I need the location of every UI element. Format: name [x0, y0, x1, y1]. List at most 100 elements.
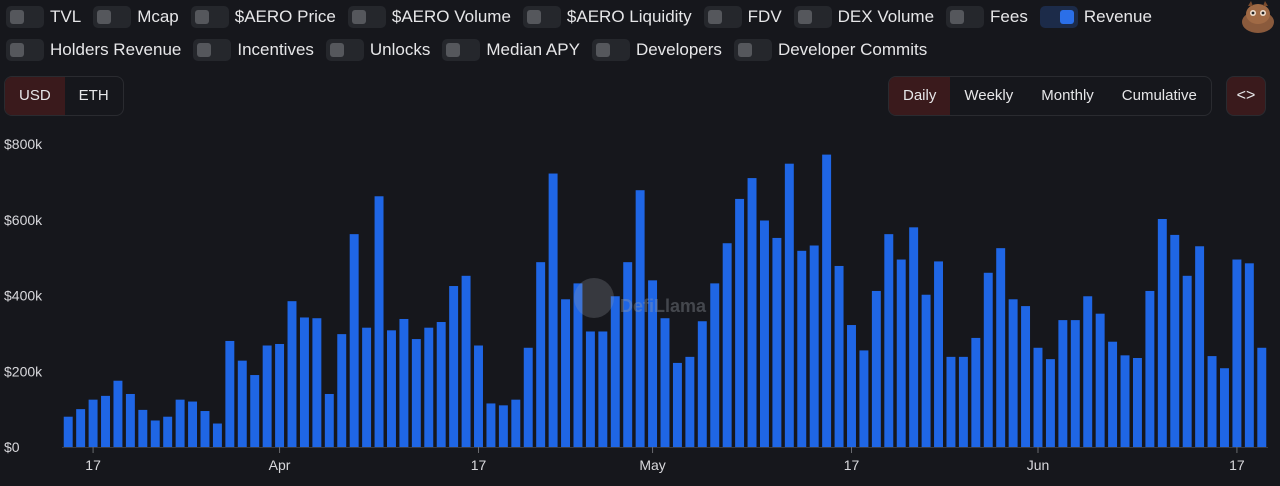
- revenue-bar[interactable]: [610, 296, 620, 447]
- revenue-bar[interactable]: [1132, 357, 1142, 447]
- revenue-bar[interactable]: [722, 243, 732, 447]
- revenue-bar[interactable]: [262, 345, 272, 448]
- revenue-bar[interactable]: [1058, 320, 1068, 447]
- revenue-bar[interactable]: [188, 401, 198, 447]
- revenue-bar[interactable]: [461, 275, 471, 447]
- currency-option-eth[interactable]: ETH: [78, 87, 109, 104]
- revenue-bar[interactable]: [511, 399, 521, 447]
- revenue-bar[interactable]: [561, 299, 571, 447]
- revenue-bar[interactable]: [436, 322, 446, 447]
- revenue-bar[interactable]: [536, 262, 546, 447]
- toggle-switch[interactable]: [193, 39, 232, 61]
- toggle-switch[interactable]: [325, 39, 364, 61]
- toggle-aero-price[interactable]: $AERO Price: [190, 6, 336, 28]
- toggle-developers[interactable]: Developers: [591, 39, 722, 61]
- revenue-bar[interactable]: [660, 318, 670, 447]
- toggle-switch[interactable]: [1039, 6, 1078, 28]
- toggle-incentives[interactable]: Incentives: [193, 39, 314, 61]
- period-option-weekly[interactable]: Weekly: [964, 87, 1014, 104]
- currency-option-usd[interactable]: USD: [5, 77, 65, 115]
- toggle-aero-volume[interactable]: $AERO Volume: [347, 6, 511, 28]
- revenue-bar[interactable]: [449, 286, 459, 447]
- revenue-bar[interactable]: [101, 395, 110, 447]
- toggle-median-apy[interactable]: Median APY: [442, 39, 580, 61]
- revenue-bar[interactable]: [1021, 306, 1031, 447]
- embed-button[interactable]: <>: [1226, 76, 1266, 116]
- revenue-bar[interactable]: [797, 250, 807, 447]
- revenue-bar[interactable]: [76, 409, 86, 448]
- revenue-bar[interactable]: [299, 317, 309, 447]
- revenue-bar[interactable]: [1033, 347, 1043, 447]
- revenue-bar[interactable]: [996, 248, 1006, 447]
- revenue-bar[interactable]: [1008, 299, 1018, 447]
- toggle-switch[interactable]: [703, 6, 742, 28]
- revenue-bar[interactable]: [735, 198, 745, 447]
- toggle-switch[interactable]: [522, 6, 561, 28]
- period-option-monthly[interactable]: Monthly: [1041, 87, 1094, 104]
- revenue-bar[interactable]: [983, 272, 993, 447]
- revenue-bar[interactable]: [809, 245, 819, 448]
- revenue-bar[interactable]: [847, 325, 856, 447]
- toggle-developer-commits[interactable]: Developer Commits: [733, 39, 927, 61]
- revenue-bar[interactable]: [1045, 359, 1055, 447]
- toggle-revenue[interactable]: Revenue: [1039, 6, 1152, 28]
- revenue-bar[interactable]: [934, 261, 943, 447]
- revenue-bar[interactable]: [958, 356, 968, 447]
- revenue-bar[interactable]: [548, 173, 558, 447]
- revenue-bar[interactable]: [411, 339, 421, 447]
- toggle-switch[interactable]: [733, 39, 772, 61]
- revenue-bar[interactable]: [374, 196, 384, 447]
- revenue-bar[interactable]: [710, 283, 720, 447]
- revenue-bar[interactable]: [498, 405, 508, 447]
- toggle-switch[interactable]: [93, 6, 132, 28]
- revenue-bar[interactable]: [237, 360, 247, 447]
- revenue-bar[interactable]: [324, 393, 334, 447]
- revenue-bar[interactable]: [759, 220, 769, 447]
- revenue-bar[interactable]: [275, 343, 285, 447]
- revenue-bar[interactable]: [834, 265, 844, 447]
- toggle-unlocks[interactable]: Unlocks: [325, 39, 430, 61]
- revenue-bar[interactable]: [635, 190, 645, 447]
- revenue-bar[interactable]: [946, 356, 956, 447]
- defillama-logo[interactable]: [1240, 0, 1276, 34]
- revenue-bar[interactable]: [523, 347, 533, 447]
- revenue-bar[interactable]: [896, 259, 906, 447]
- revenue-bar[interactable]: [125, 393, 135, 447]
- revenue-bar[interactable]: [672, 362, 682, 447]
- revenue-bar[interactable]: [648, 280, 658, 447]
- revenue-bar[interactable]: [1257, 347, 1267, 447]
- revenue-bar[interactable]: [822, 154, 832, 448]
- toggle-fdv[interactable]: FDV: [703, 6, 782, 28]
- revenue-bar[interactable]: [598, 331, 608, 447]
- revenue-bar[interactable]: [772, 237, 782, 447]
- toggle-switch[interactable]: [442, 39, 481, 61]
- toggle-switch[interactable]: [793, 6, 832, 28]
- toggle-mcap[interactable]: Mcap: [93, 6, 179, 28]
- revenue-bar[interactable]: [163, 416, 173, 447]
- revenue-bar[interactable]: [287, 301, 297, 447]
- toggle-switch[interactable]: [347, 6, 386, 28]
- toggle-fees[interactable]: Fees: [946, 6, 1028, 28]
- toggle-aero-liquidity[interactable]: $AERO Liquidity: [522, 6, 692, 28]
- revenue-bar[interactable]: [1207, 356, 1217, 447]
- revenue-bar[interactable]: [150, 420, 160, 447]
- revenue-bar[interactable]: [859, 350, 869, 447]
- revenue-bar[interactable]: [424, 327, 434, 447]
- revenue-bar[interactable]: [1244, 263, 1254, 447]
- revenue-bar[interactable]: [1157, 218, 1167, 447]
- revenue-bar[interactable]: [573, 283, 583, 447]
- revenue-bar[interactable]: [225, 340, 235, 447]
- revenue-bar[interactable]: [697, 321, 707, 447]
- revenue-bar[interactable]: [909, 227, 919, 447]
- revenue-bar[interactable]: [747, 178, 757, 447]
- period-option-cumulative[interactable]: Cumulative: [1121, 87, 1197, 104]
- revenue-bar[interactable]: [1182, 275, 1192, 447]
- revenue-bar[interactable]: [175, 399, 185, 447]
- revenue-bar[interactable]: [1083, 296, 1093, 447]
- revenue-bar[interactable]: [474, 345, 483, 448]
- revenue-bar[interactable]: [1145, 290, 1155, 447]
- revenue-bar[interactable]: [1195, 246, 1205, 447]
- revenue-bar[interactable]: [88, 399, 98, 447]
- revenue-bar[interactable]: [349, 234, 359, 447]
- toggle-dex-volume[interactable]: DEX Volume: [793, 6, 934, 28]
